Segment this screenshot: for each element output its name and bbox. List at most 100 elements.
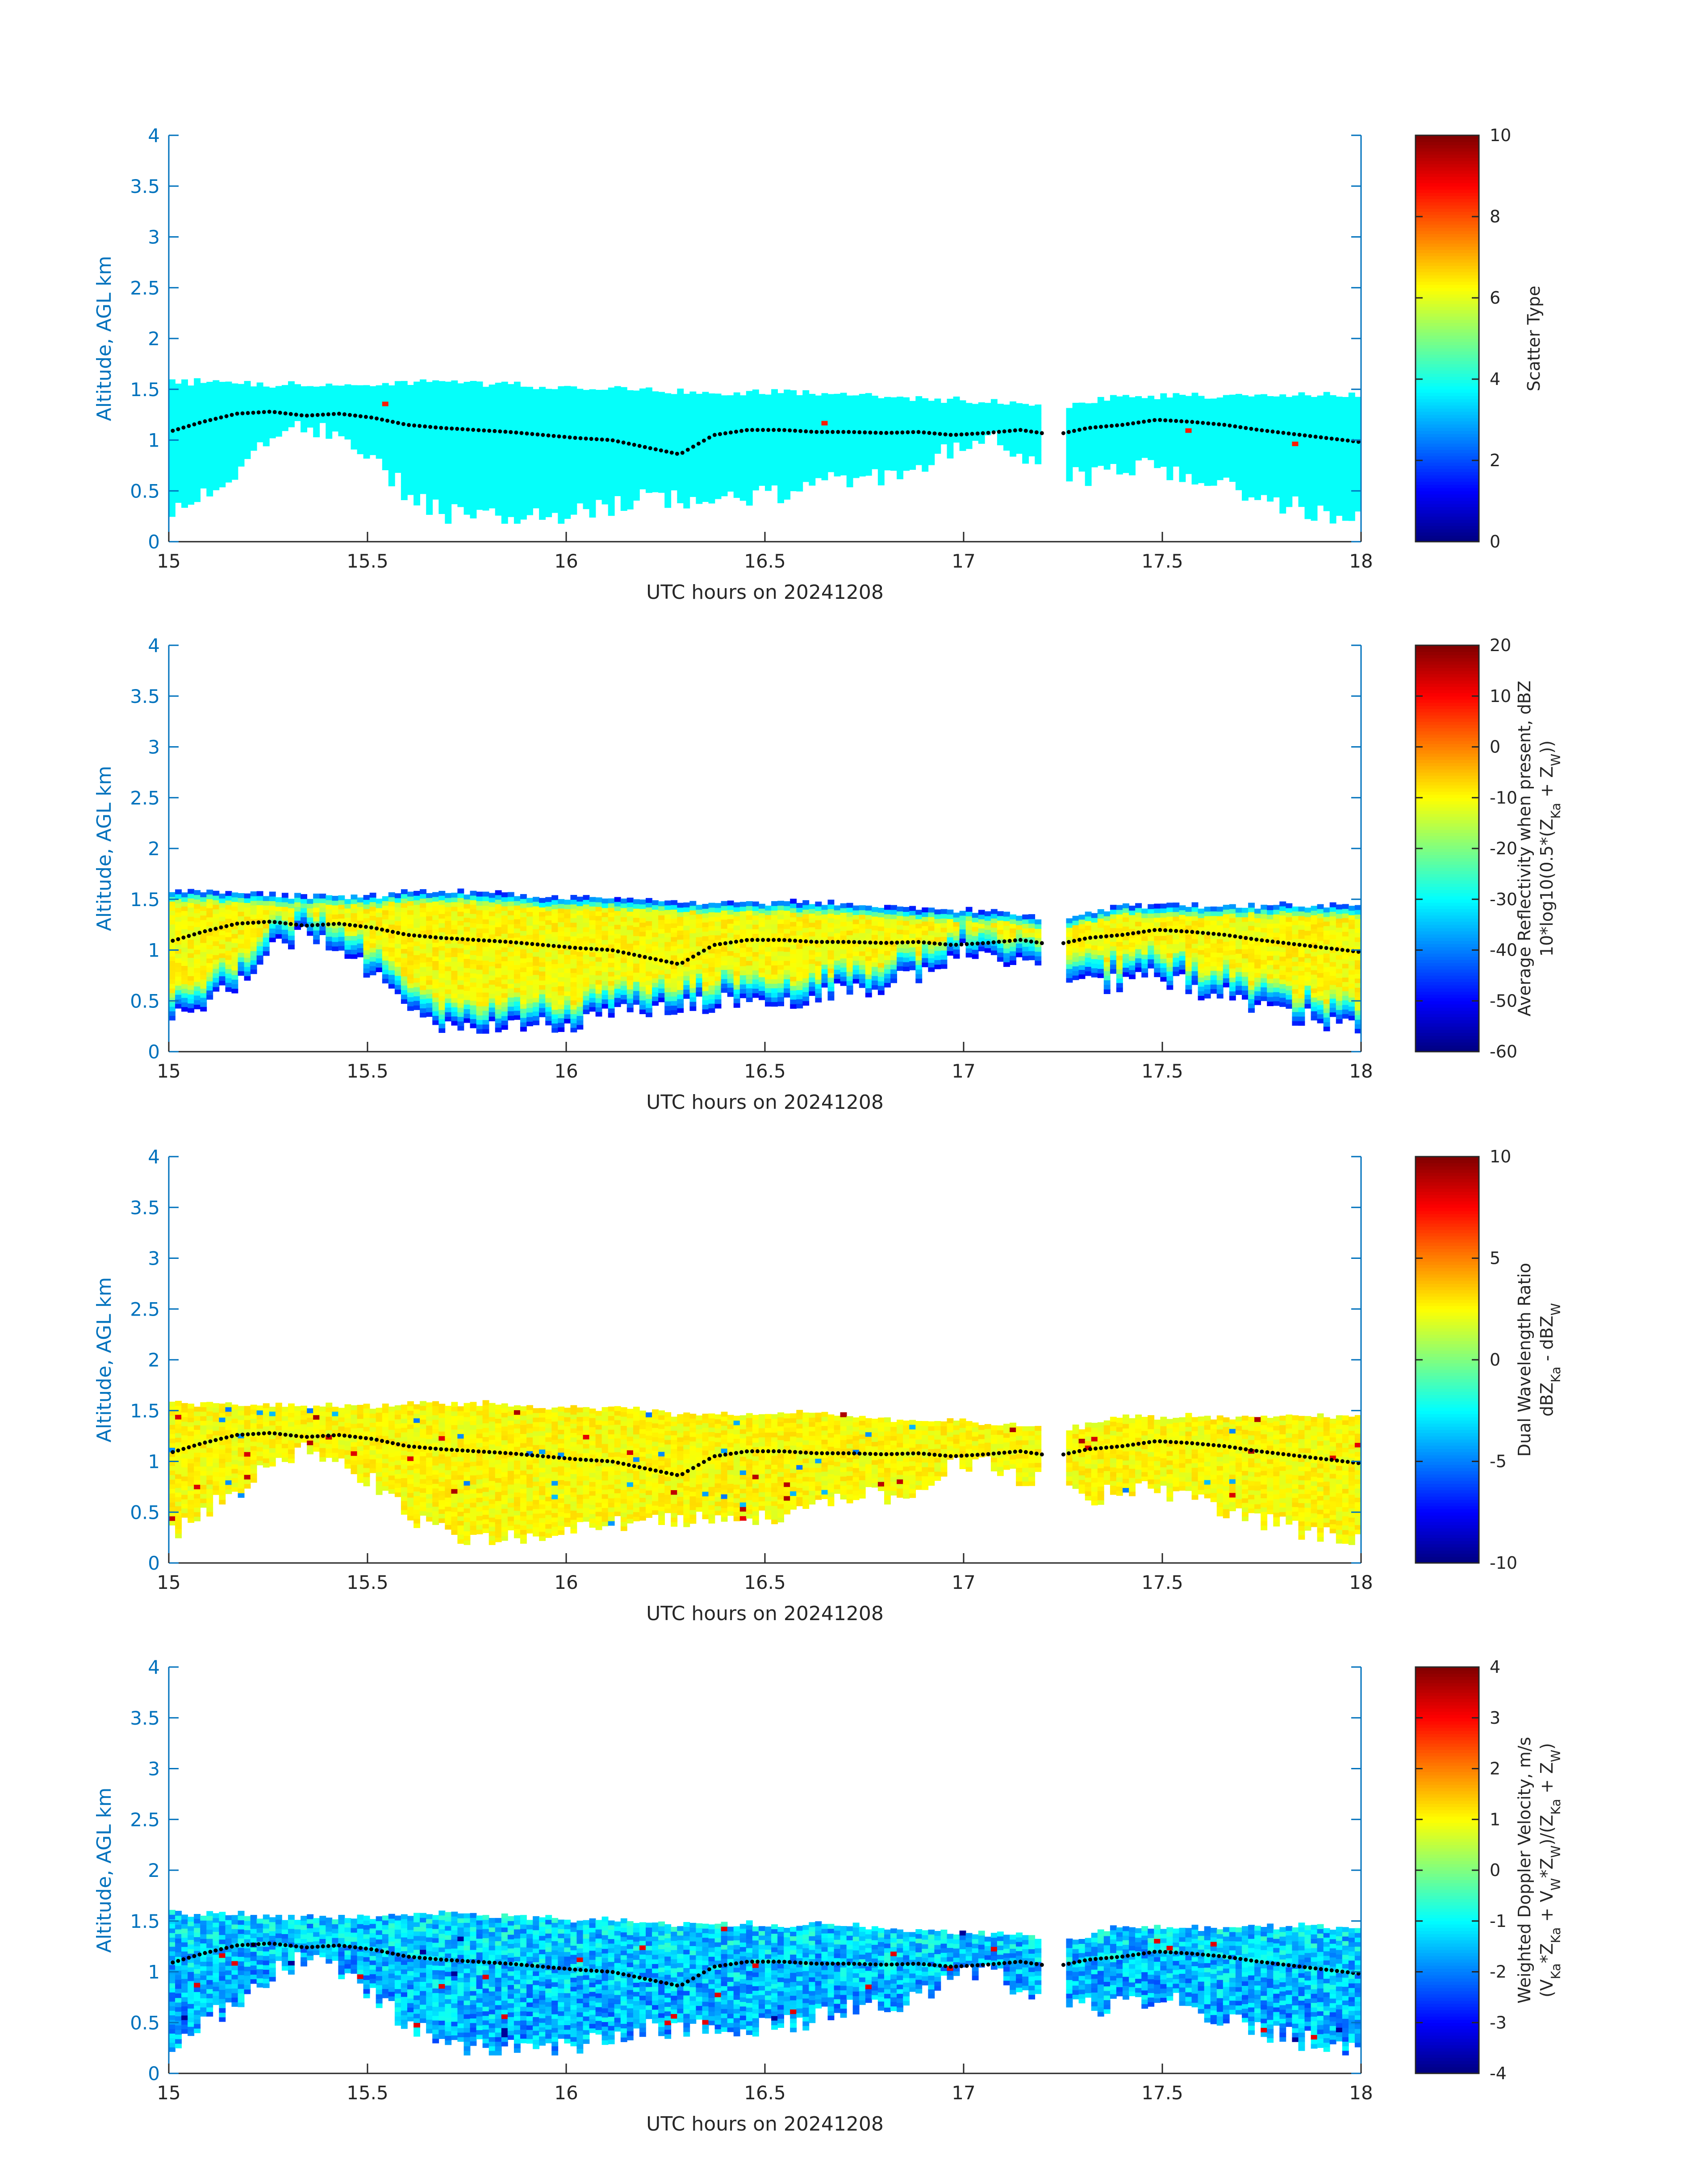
boundary-layer-point [434, 425, 438, 430]
boundary-layer-point [509, 430, 513, 435]
boundary-layer-point [1115, 1445, 1119, 1449]
y-tick-label: 1 [148, 430, 160, 451]
colorbar: -60 -50 -40 -30 -20 -10 0 10 20 Average Reflectiv… [1415, 635, 1563, 1061]
boundary-layer-point [782, 1960, 787, 1964]
y-tick-label: 0 [148, 1041, 160, 1063]
boundary-layer-point [1104, 1956, 1108, 1960]
boundary-layer-point [482, 1450, 486, 1454]
y-tick-label: 3 [148, 1758, 160, 1780]
boundary-layer-point [911, 1962, 915, 1966]
boundary-layer-point [1029, 429, 1033, 434]
x-tick-label: 17 [952, 1060, 975, 1082]
boundary-layer-point [756, 1960, 760, 1964]
boundary-layer-point [637, 444, 642, 448]
boundary-layer-point [203, 419, 207, 423]
x-axis-label: UTC hours on 20241208 [646, 581, 884, 604]
boundary-layer-point [1163, 1439, 1168, 1444]
x-tick-label: 16.5 [744, 550, 786, 572]
boundary-layer-point [219, 415, 223, 420]
boundary-layer-point [841, 1961, 846, 1966]
boundary-layer-point [321, 923, 325, 927]
colorbar-tick-label: -5 [1490, 1452, 1507, 1471]
boundary-layer-point [1110, 934, 1114, 938]
colorbar-tick-label: -2 [1490, 1962, 1507, 1982]
boundary-layer-point [541, 1454, 545, 1458]
boundary-layer-point [1329, 436, 1334, 441]
boundary-layer-point [723, 1452, 727, 1457]
boundary-layer-point [197, 421, 202, 425]
boundary-layer-point [680, 1472, 685, 1476]
boundary-layer-point [546, 1965, 551, 1969]
boundary-layer-point [1340, 948, 1345, 952]
boundary-layer-point [288, 922, 293, 926]
boundary-layer-point [514, 940, 518, 945]
boundary-layer-point [761, 1960, 765, 1964]
boundary-layer-point [702, 1460, 706, 1464]
boundary-layer-point [1206, 1442, 1211, 1447]
boundary-layer-point [176, 1959, 180, 1963]
boundary-layer-point [530, 432, 535, 436]
boundary-layer-point [1286, 1963, 1291, 1968]
colorbar-tick-label: 2 [1490, 451, 1500, 470]
boundary-layer-point [584, 1458, 588, 1462]
x-tick-label: 17 [952, 2082, 975, 2104]
boundary-layer-point [294, 1434, 298, 1438]
boundary-layer-point [1281, 430, 1286, 435]
boundary-layer-point [240, 1433, 245, 1437]
boundary-layer-point [1083, 1448, 1087, 1452]
boundary-layer-point [363, 925, 368, 929]
boundary-layer-point [696, 442, 701, 446]
boundary-layer-point [1297, 1454, 1302, 1458]
boundary-layer-point [1195, 1952, 1200, 1956]
boundary-layer-point [525, 431, 529, 436]
y-tick-label: 2 [148, 1349, 160, 1371]
boundary-layer-point [675, 1983, 679, 1988]
boundary-layer-point [916, 940, 921, 944]
boundary-layer-point [809, 1451, 814, 1455]
boundary-layer-point [321, 1434, 325, 1438]
y-tick-label: 2.5 [130, 277, 160, 299]
boundary-layer-point [1099, 935, 1103, 939]
boundary-layer-point [1244, 1957, 1248, 1962]
boundary-layer-point [1286, 941, 1291, 946]
boundary-layer-point [712, 433, 717, 437]
boundary-layer-point [460, 1959, 465, 1963]
boundary-layer-point [208, 928, 213, 932]
boundary-layer-point [965, 942, 969, 946]
boundary-layer-point [696, 952, 701, 956]
y-tick-label: 4 [148, 125, 160, 146]
boundary-layer-point [1211, 932, 1216, 936]
boundary-layer-point [793, 1960, 798, 1964]
boundary-layer-point [1131, 1953, 1136, 1957]
boundary-layer-point [809, 940, 814, 944]
boundary-layer-point [251, 1432, 255, 1436]
boundary-layer-point [1313, 435, 1318, 439]
boundary-layer-point [1120, 422, 1125, 427]
boundary-layer-point [804, 1450, 808, 1455]
boundary-layer-point [1158, 928, 1162, 932]
boundary-layer-point [1254, 1959, 1259, 1964]
colorbar-tick-label: 0 [1490, 1350, 1500, 1370]
boundary-layer-point [514, 1962, 518, 1967]
x-tick-label: 17 [952, 1571, 975, 1593]
boundary-layer-point [857, 430, 862, 435]
boundary-layer-point [669, 451, 674, 455]
boundary-layer-point [1104, 424, 1108, 429]
boundary-layer-point [997, 1451, 1001, 1455]
boundary-layer-point [831, 1961, 835, 1966]
boundary-layer-point [1244, 426, 1248, 430]
boundary-layer-point [288, 412, 293, 416]
boundary-layer-point [503, 940, 508, 944]
boundary-layer-point [187, 1445, 191, 1450]
boundary-layer-point [310, 923, 314, 928]
boundary-layer-point [1265, 939, 1270, 943]
boundary-layer-point [573, 436, 577, 440]
x-tick-label: 16 [554, 2082, 578, 2104]
boundary-layer-point [653, 1468, 658, 1473]
boundary-layer-point [256, 410, 261, 414]
colorbar-tick-label: 4 [1490, 1657, 1500, 1677]
boundary-layer-point [1066, 430, 1071, 434]
boundary-layer-point [363, 415, 368, 419]
boundary-layer-point [1324, 1457, 1328, 1462]
boundary-layer-point [423, 934, 427, 939]
